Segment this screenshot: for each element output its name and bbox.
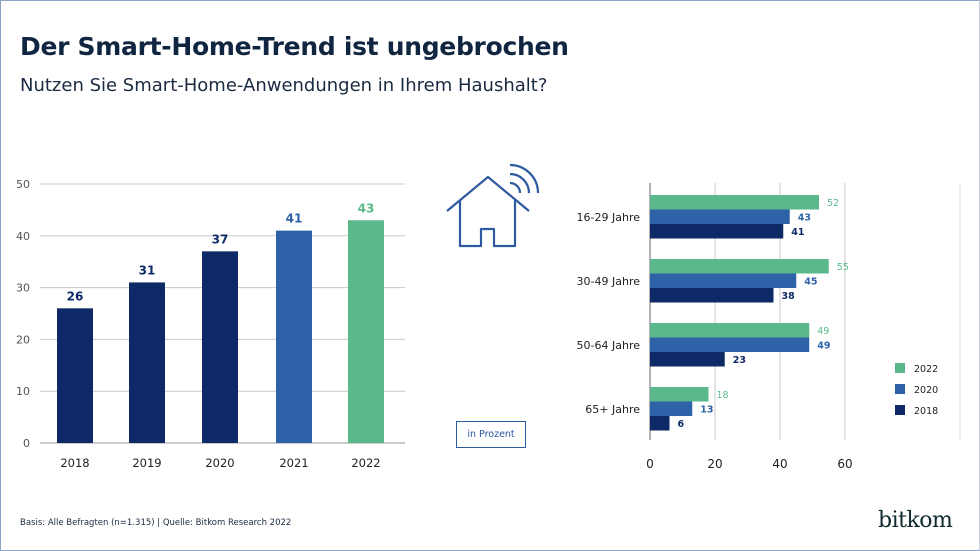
x-tick-label: 2022	[351, 456, 380, 470]
page-title: Der Smart-Home-Trend ist ungebrochen	[20, 32, 569, 61]
bitkom-logo: bitkom	[878, 508, 953, 533]
data-label: 26	[67, 289, 84, 303]
category-label: 30-49 Jahre	[577, 275, 641, 288]
category-label: 65+ Jahre	[585, 403, 640, 416]
data-label: 43	[358, 201, 375, 215]
bar-2022	[348, 220, 384, 443]
y-tick-label: 50	[16, 178, 30, 191]
bar-2020	[650, 337, 810, 352]
legend-swatch	[895, 363, 905, 373]
page-subtitle: Nutzen Sie Smart-Home-Anwendungen in Ihr…	[20, 75, 548, 96]
data-label: 41	[286, 212, 303, 226]
y-tick-label: 0	[23, 437, 30, 450]
bar-2022	[650, 387, 709, 402]
data-label: 37	[212, 232, 229, 246]
x-tick-label: 0	[646, 457, 654, 471]
bar-2018	[650, 352, 725, 367]
category-label: 50-64 Jahre	[577, 339, 641, 352]
x-tick-label: 2019	[132, 456, 161, 470]
y-tick-label: 30	[16, 282, 30, 295]
bar-2018	[650, 288, 774, 303]
bar-2022	[650, 259, 829, 274]
data-label: 13	[700, 405, 713, 416]
x-tick-label: 2021	[279, 456, 308, 470]
bar-2022	[650, 195, 819, 210]
y-tick-label: 10	[16, 385, 30, 398]
legend-swatch	[895, 405, 905, 415]
data-label: 31	[139, 263, 156, 277]
data-label: 18	[717, 390, 729, 401]
data-label: 6	[678, 419, 685, 430]
data-label: 55	[837, 262, 849, 273]
bar-2020	[650, 273, 797, 288]
data-label: 49	[817, 326, 829, 337]
bar-2021	[276, 230, 312, 443]
source-footer: Basis: Alle Befragten (n=1.315) | Quelle…	[20, 518, 292, 528]
x-tick-label: 60	[837, 457, 852, 471]
legend-label: 2018	[914, 406, 938, 417]
y-tick-label: 40	[16, 230, 30, 243]
data-label: 23	[733, 355, 746, 366]
unit-badge: in Prozent	[456, 421, 526, 448]
bar-2018	[57, 308, 93, 443]
data-label: 43	[798, 213, 811, 224]
x-tick-label: 2020	[205, 456, 234, 470]
bar-2019	[129, 282, 165, 443]
bar-2020	[650, 401, 693, 416]
legend-label: 2022	[914, 364, 938, 375]
data-label: 52	[827, 198, 839, 209]
x-tick-label: 20	[707, 457, 722, 471]
legend-swatch	[895, 384, 905, 394]
data-label: 49	[817, 341, 830, 352]
smart-home-wifi-icon	[446, 163, 540, 248]
data-label: 41	[791, 227, 804, 238]
bar-2018	[650, 416, 670, 431]
x-tick-label: 40	[772, 457, 787, 471]
data-label: 45	[804, 277, 817, 288]
bar-2020	[202, 251, 238, 443]
bar-2022	[650, 323, 810, 338]
bar-2018	[650, 224, 784, 239]
legend-label: 2020	[914, 385, 938, 396]
category-label: 16-29 Jahre	[577, 211, 641, 224]
bar-2020	[650, 209, 790, 224]
data-label: 38	[782, 291, 796, 302]
x-tick-label: 2018	[60, 456, 89, 470]
y-tick-label: 20	[16, 333, 30, 346]
